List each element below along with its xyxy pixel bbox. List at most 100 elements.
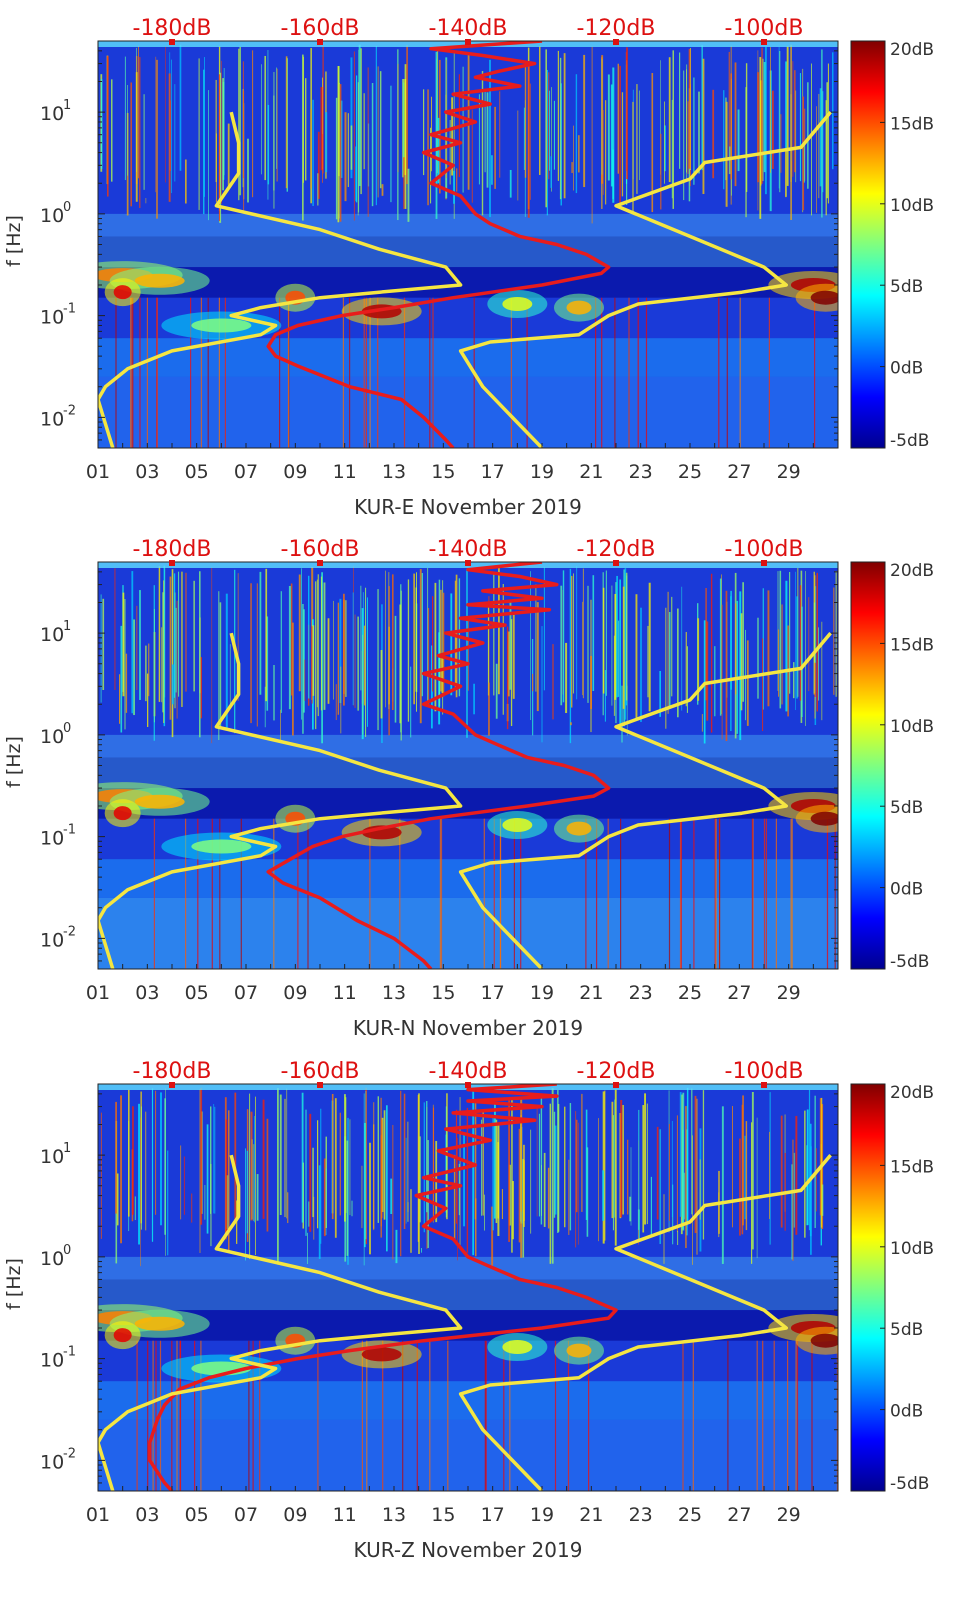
y-tick-label: 10	[40, 103, 64, 125]
x-axis: 01 03 05 07 09 11 13 15 17 19 21 23 25 27 29 KUR-Z Nove…	[86, 1486, 839, 1562]
colorbar-tick-label: 10dB	[890, 1239, 934, 1259]
spectrogram-streak	[151, 1088, 154, 1242]
spectrogram-streak	[491, 1206, 494, 1266]
colorbar-tick-label: 15dB	[890, 635, 934, 655]
spectrogram-streak	[576, 566, 578, 700]
y-axis-label: f [Hz]	[3, 736, 25, 788]
spectrogram-streak	[494, 106, 496, 189]
spectrogram-streak	[523, 107, 525, 170]
spectrogram-streak	[539, 46, 541, 175]
spectrogram-streak	[286, 1088, 288, 1219]
spectrogram-spike	[614, 297, 616, 448]
spectrogram-streak	[379, 71, 382, 189]
spectrogram-streak	[466, 569, 468, 738]
spectrogram-streak	[832, 52, 834, 170]
spectrogram-streak	[204, 1184, 206, 1220]
spectrogram-streak	[219, 602, 222, 729]
spectrogram-streak	[249, 1093, 251, 1259]
hotspot-core	[502, 818, 533, 833]
spectrogram-streak	[138, 1103, 140, 1245]
spectrogram-spike	[756, 1340, 758, 1491]
spectrogram-streak	[487, 604, 490, 696]
spectrogram-streak	[512, 1181, 514, 1240]
spectrogram-streak	[255, 1096, 256, 1256]
colorbar-tick-label: 5dB	[890, 1320, 923, 1340]
spectrogram-streak	[404, 79, 407, 176]
spectrogram-spike	[200, 1340, 202, 1491]
spectrogram-streak	[318, 1165, 321, 1259]
spectrogram-streak	[354, 614, 356, 708]
spectrogram-streak	[340, 666, 342, 734]
hotspot-core	[134, 1316, 185, 1331]
y-tick-exponent: -2	[63, 403, 76, 418]
spectrogram-streak	[509, 602, 512, 690]
spectrogram-streak	[620, 1099, 623, 1218]
spectrogram-streak	[180, 1145, 182, 1220]
spectrogram-streak	[475, 1198, 477, 1257]
spectrogram-spike	[130, 297, 132, 448]
microseism-hotspots	[98, 1304, 838, 1383]
spectrogram-streak	[745, 87, 747, 218]
spectrogram-streak	[450, 593, 453, 696]
spectrogram-streak	[677, 608, 679, 718]
spectrogram-streak	[822, 91, 824, 193]
spectrogram-streak	[598, 1118, 599, 1242]
spectrogram-streak	[120, 625, 123, 733]
spectrogram-streak	[267, 50, 269, 200]
spectrogram-streak	[553, 100, 555, 170]
spectrogram-spike	[377, 297, 379, 448]
spectrogram-streak	[699, 1159, 701, 1220]
x-tick-label: 17	[481, 1504, 505, 1526]
x-tick-label: 17	[481, 982, 505, 1004]
spectrogram-streak	[493, 574, 495, 696]
spectrogram-spike	[190, 297, 192, 448]
spectrogram-streak	[254, 1115, 255, 1223]
spectrogram-streak	[690, 48, 691, 171]
spectrogram-streak	[702, 1090, 705, 1240]
spectrogram-streak	[183, 1156, 185, 1215]
y-tick-label: 10	[40, 1350, 64, 1372]
x-tick-label: 13	[382, 982, 406, 1004]
spectrogram-streak	[276, 68, 278, 182]
spectrogram-spike	[596, 818, 598, 969]
spectrogram-streak	[535, 584, 537, 692]
spectrogram-streak	[494, 1102, 496, 1219]
spectrogram-streak	[484, 91, 486, 173]
y-tick-exponent: -1	[63, 302, 76, 317]
spectrogram-streak	[575, 74, 578, 194]
spectrogram-streak	[246, 1150, 248, 1234]
spectrogram-spike	[273, 818, 275, 969]
spectrogram-streak	[771, 90, 774, 169]
spectrogram-streak	[536, 1104, 538, 1217]
x-tick-label: 11	[333, 1504, 357, 1526]
spectrogram-streak	[316, 579, 318, 708]
top-db-axis: -180dB -160dB -140dB -120dB -100dB	[133, 16, 804, 45]
spectrogram-streak	[262, 1099, 265, 1219]
spectrogram-spike	[200, 297, 202, 448]
spectrogram-streak	[825, 100, 827, 216]
y-tick-exponent: 0	[63, 200, 71, 215]
spectrogram-streak	[638, 1109, 640, 1230]
spectrogram-streak	[694, 1095, 697, 1234]
spectrogram-streak	[686, 64, 688, 181]
spectrogram-streak	[481, 71, 484, 216]
top-db-label: -180dB	[133, 537, 212, 562]
spectrogram-spike	[429, 1340, 431, 1491]
spectrogram-spike	[176, 1340, 178, 1491]
spectrogram-streak	[369, 1142, 371, 1255]
spectrogram-streak	[532, 673, 534, 692]
spectrogram-streak	[247, 138, 249, 203]
spectrogram-streak	[489, 59, 491, 218]
spectrogram-streak	[664, 125, 666, 172]
spectrogram-streak	[229, 644, 231, 704]
spectrogram-band	[98, 1256, 838, 1311]
spectrogram-streak	[305, 1109, 307, 1236]
spectrogram-streak	[438, 579, 441, 707]
spectrogram-streak	[518, 1128, 521, 1243]
spectrogram-streak	[651, 72, 654, 213]
spectrogram-streak	[158, 566, 161, 702]
spectrogram-spike	[595, 297, 597, 448]
spectrogram-spike	[637, 297, 639, 448]
spectrogram-streak	[101, 79, 103, 169]
spectrogram-streak	[264, 55, 266, 181]
